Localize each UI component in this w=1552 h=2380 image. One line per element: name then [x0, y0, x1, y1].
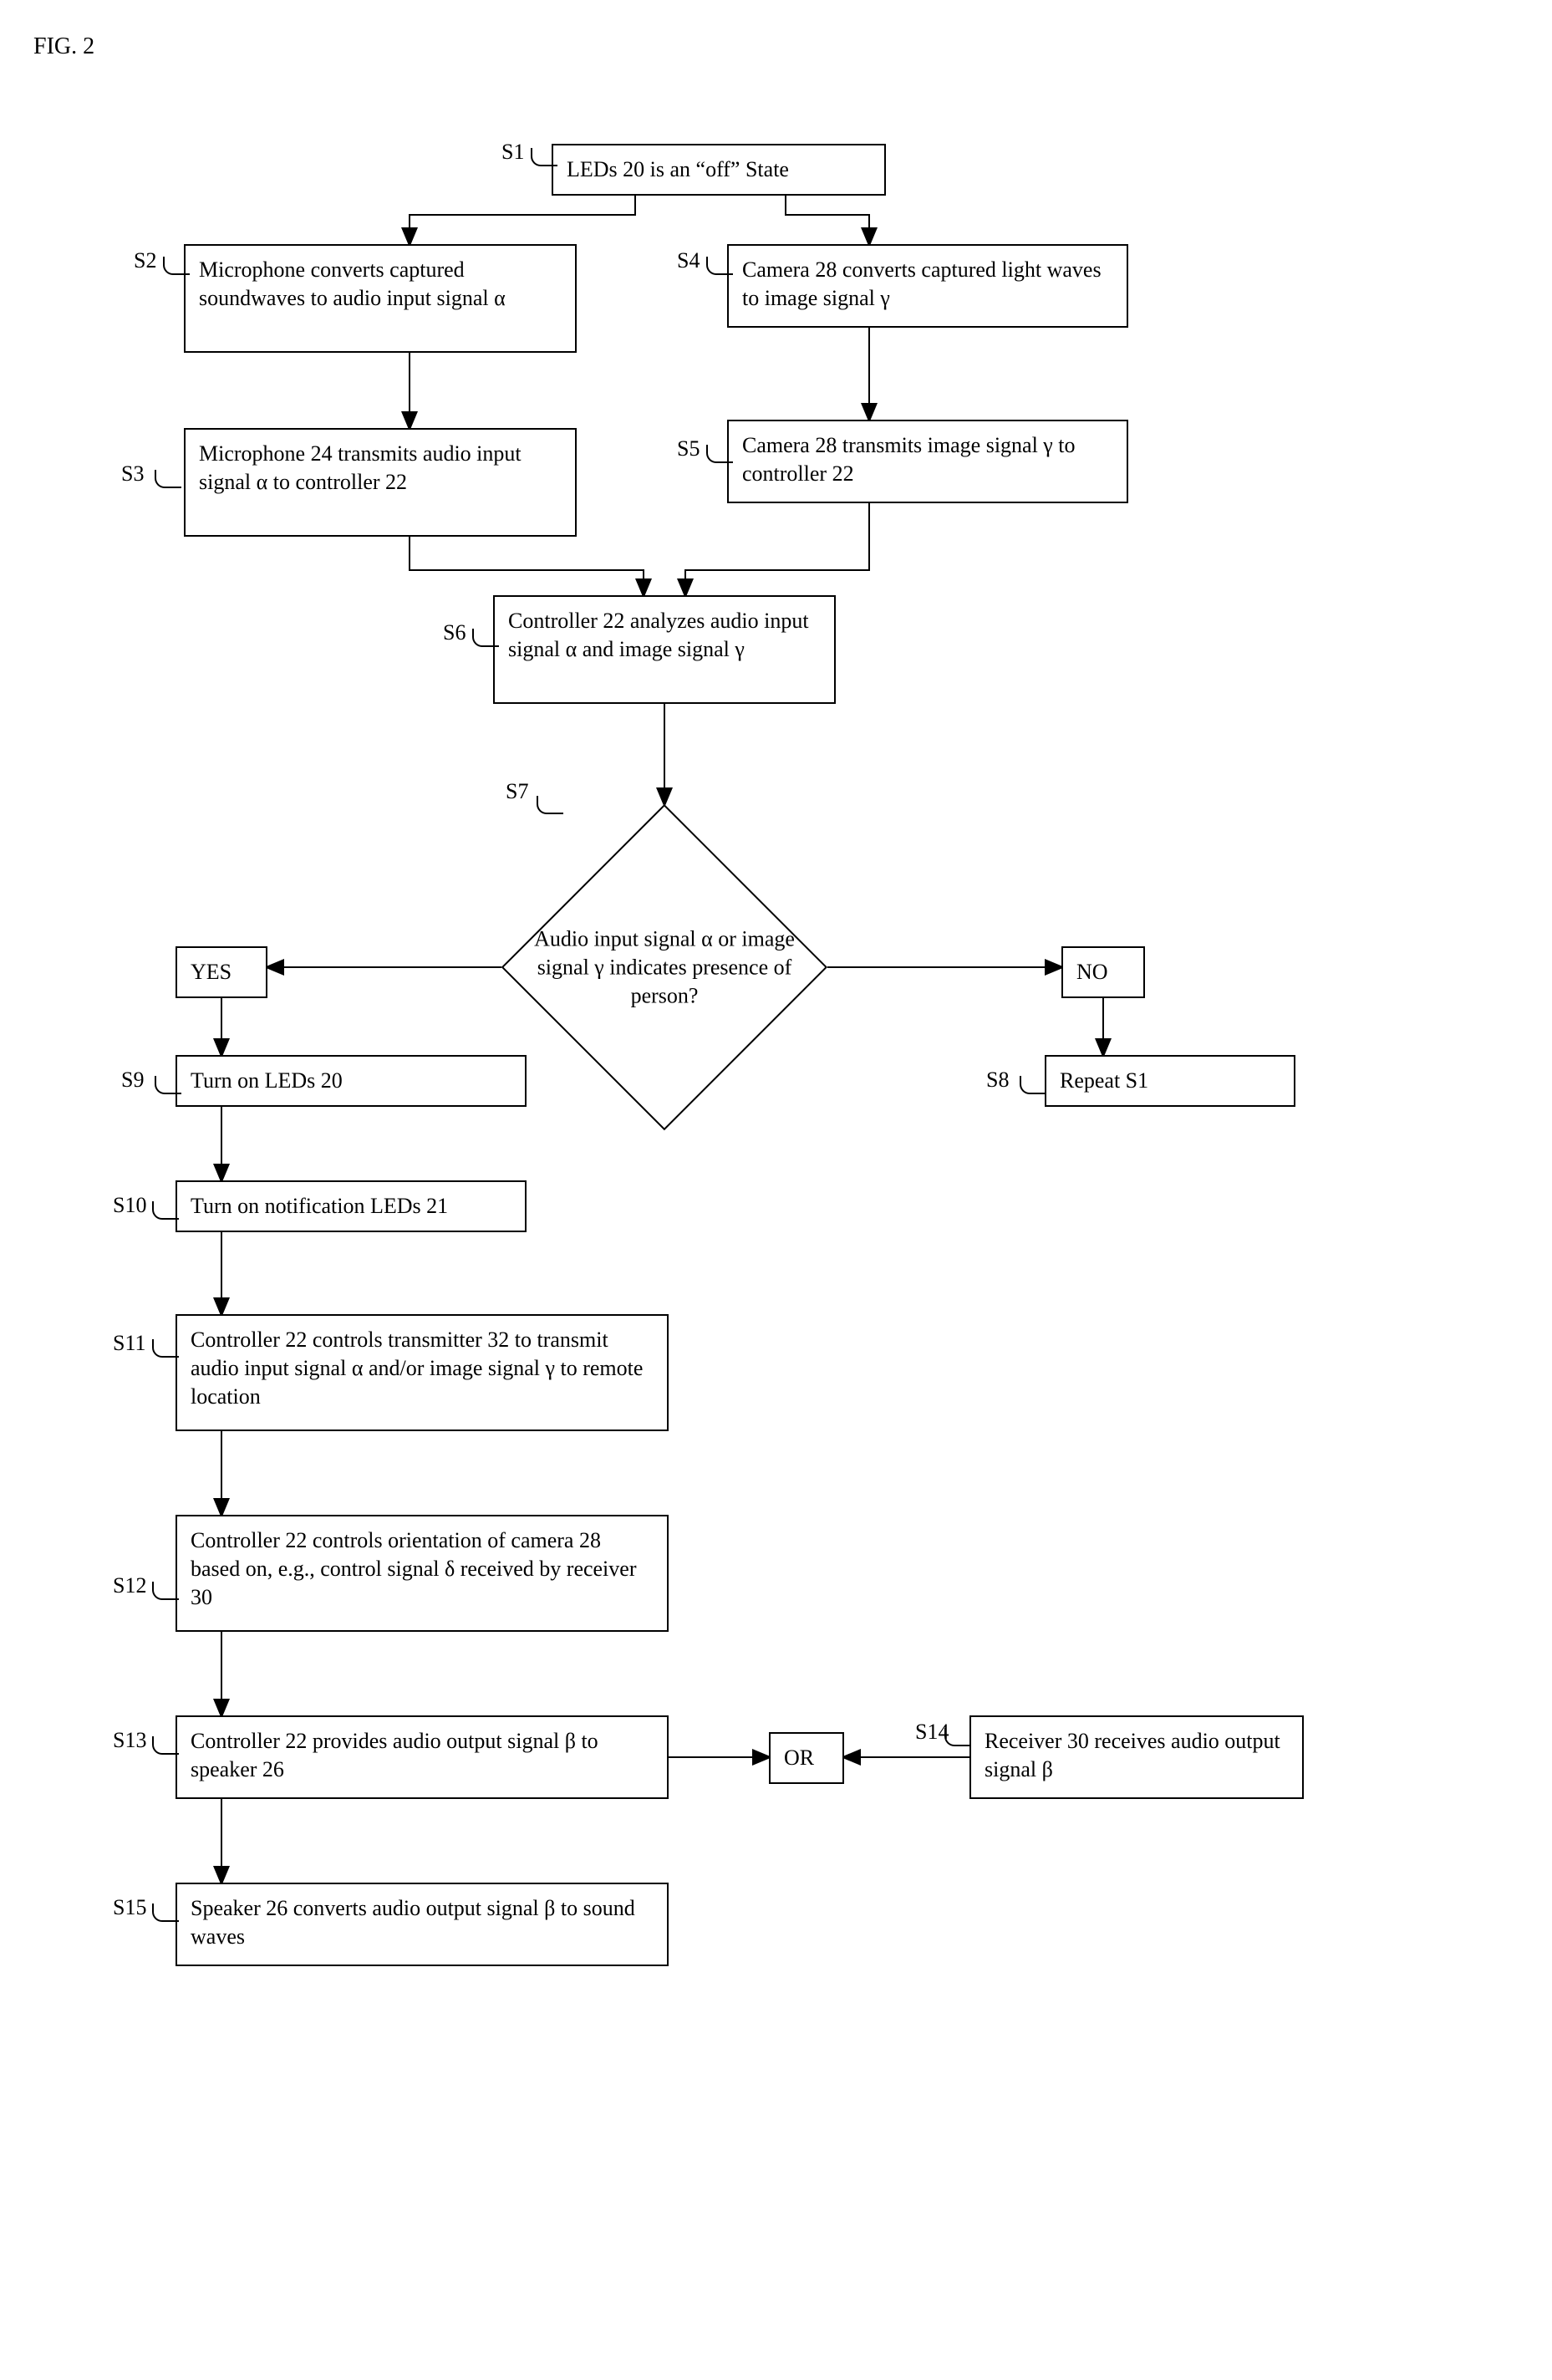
step-label-hook-s14 — [944, 1728, 971, 1746]
step-label-hook-s5 — [706, 445, 733, 463]
node-s12: Controller 22 controls orientation of ca… — [176, 1515, 669, 1632]
step-label-s8: S8 — [986, 1068, 1009, 1093]
node-s4: Camera 28 converts captured light waves … — [727, 244, 1128, 328]
node-s14: Receiver 30 receives audio output signal… — [969, 1715, 1304, 1799]
step-label-hook-s13 — [152, 1736, 179, 1755]
step-label-s11: S11 — [113, 1331, 146, 1356]
node-s15: Speaker 26 converts audio output signal … — [176, 1883, 669, 1966]
step-label-s13: S13 — [113, 1728, 146, 1753]
node-s1: LEDs 20 is an “off” State — [552, 144, 886, 196]
step-label-s6: S6 — [443, 620, 466, 645]
figure-title: FIG. 2 — [33, 33, 1519, 60]
node-s3: Microphone 24 transmits audio input sign… — [184, 428, 577, 537]
step-label-hook-s3 — [155, 470, 181, 488]
node-s9: Turn on LEDs 20 — [176, 1055, 527, 1107]
edge-s3-s6 — [410, 537, 644, 595]
step-label-hook-s4 — [706, 257, 733, 275]
step-label-s7: S7 — [506, 779, 528, 804]
node-no: NO — [1061, 946, 1145, 998]
step-label-s5: S5 — [677, 436, 700, 461]
step-label-s1: S1 — [501, 140, 524, 165]
step-label-hook-s10 — [152, 1201, 179, 1220]
edge-s1-s2 — [410, 190, 635, 244]
step-label-hook-s11 — [152, 1339, 179, 1358]
node-s2: Microphone converts captured soundwaves … — [184, 244, 577, 353]
edge-s5-s6 — [685, 503, 869, 595]
step-label-hook-s15 — [152, 1903, 179, 1922]
step-label-hook-s1 — [531, 148, 557, 166]
step-label-hook-s2 — [163, 257, 190, 275]
step-label-s10: S10 — [113, 1193, 146, 1218]
node-s5: Camera 28 transmits image signal γ to co… — [727, 420, 1128, 503]
step-label-s3: S3 — [121, 461, 144, 487]
step-label-hook-s6 — [472, 629, 499, 647]
node-yes: YES — [176, 946, 267, 998]
step-label-hook-s12 — [152, 1582, 179, 1600]
node-s11: Controller 22 controls transmitter 32 to… — [176, 1314, 669, 1431]
step-label-s4: S4 — [677, 248, 700, 273]
step-label-s12: S12 — [113, 1573, 146, 1598]
node-s13: Controller 22 provides audio output sign… — [176, 1715, 669, 1799]
step-label-hook-s7 — [537, 796, 563, 814]
node-s8: Repeat S1 — [1045, 1055, 1295, 1107]
step-label-s9: S9 — [121, 1068, 144, 1093]
edge-s1-s4 — [786, 190, 869, 244]
flowchart-canvas: LEDs 20 is an “off” State Microphone conv… — [33, 77, 1454, 2334]
node-s7: Audio input signal α or image signal γ i… — [501, 804, 827, 1130]
step-label-hook-s9 — [155, 1076, 181, 1094]
node-s6: Controller 22 analyzes audio input signa… — [493, 595, 836, 704]
step-label-s15: S15 — [113, 1895, 146, 1920]
step-label-s2: S2 — [134, 248, 156, 273]
step-label-hook-s8 — [1020, 1076, 1046, 1094]
node-s10: Turn on notification LEDs 21 — [176, 1180, 527, 1232]
node-s7-text: Audio input signal α or image signal γ i… — [534, 925, 795, 1009]
node-or: OR — [769, 1732, 844, 1784]
